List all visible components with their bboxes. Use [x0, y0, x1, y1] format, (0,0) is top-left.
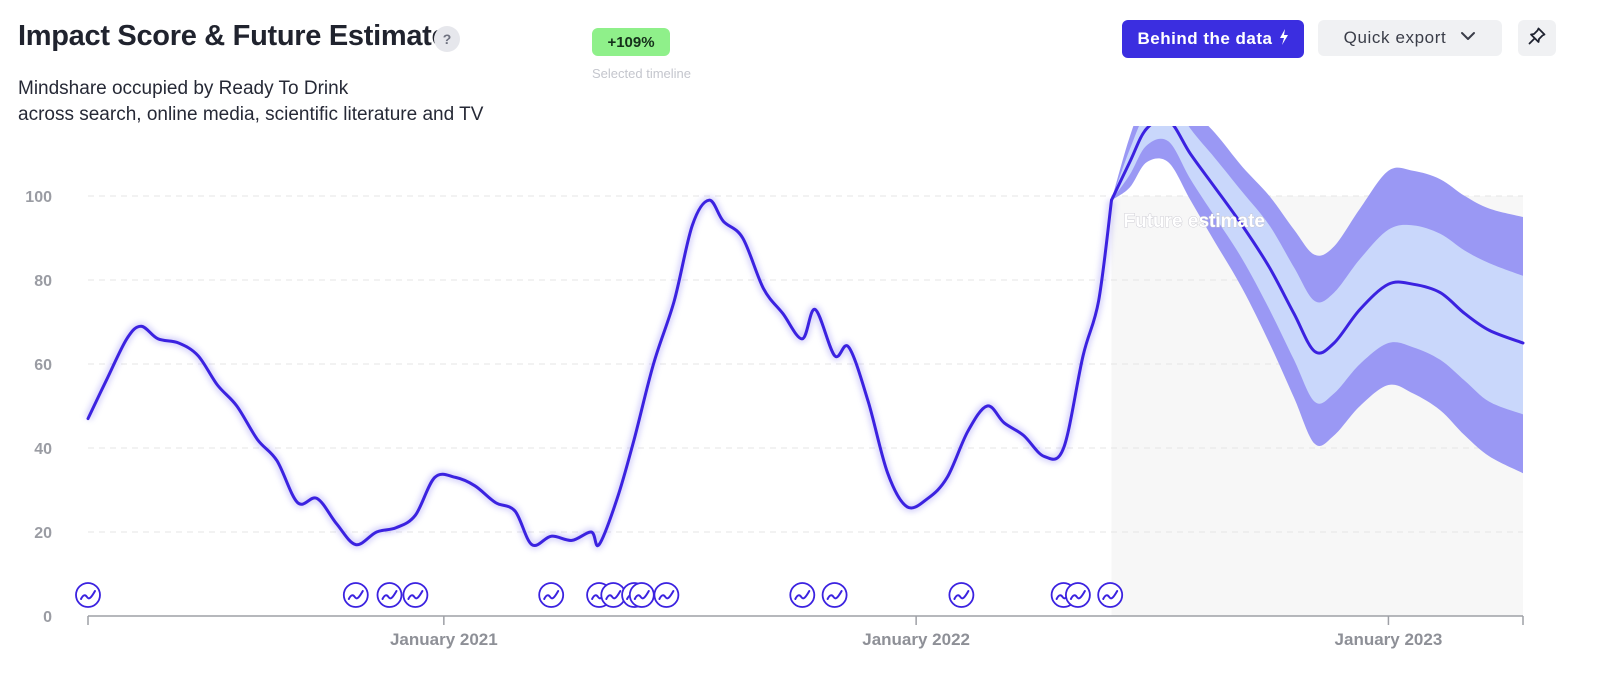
event-marker-trend: [80, 590, 96, 600]
change-caption: Selected timeline: [592, 66, 691, 81]
trend-up-icon: [402, 582, 429, 608]
y-tick-label: 100: [25, 189, 52, 206]
trend-up-icon: [376, 582, 403, 608]
trend-up-icon: [628, 582, 655, 608]
behind-the-data-button[interactable]: Behind the data: [1122, 20, 1304, 58]
event-marker-trend: [633, 590, 650, 600]
y-tick-label: 80: [34, 273, 52, 290]
x-tick-label: January 2022: [862, 630, 970, 649]
chart-subtitle: Mindshare occupied by Ready To Drink acr…: [18, 76, 483, 128]
chart-area: 0 20 40 60 80 100 January 2021 January 2022 Janu…: [0, 126, 1600, 689]
y-tick-label: 0: [43, 609, 52, 626]
trend-up-icon: [653, 582, 680, 608]
trend-up-icon: [789, 582, 816, 608]
pin-button[interactable]: [1518, 20, 1556, 56]
event-marker-circle: [628, 582, 655, 608]
trend-up-icon: [948, 582, 975, 608]
event-marker-circle: [342, 582, 369, 608]
event-marker-circle: [653, 582, 680, 608]
lightning-icon: [1279, 29, 1289, 49]
x-tick-label: January 2021: [390, 630, 498, 649]
trend-up-icon: [1065, 582, 1091, 608]
event-marker-trend: [1102, 590, 1119, 600]
change-badge: +109%: [592, 28, 670, 56]
event-marker-trend: [658, 590, 675, 600]
event-marker-trend: [605, 590, 622, 600]
event-marker-circle: [789, 582, 816, 608]
series-line-forecast: [1110, 126, 1525, 355]
trend-up-icon: [1097, 582, 1124, 608]
event-marker-circle: [376, 582, 403, 608]
y-tick-label: 40: [34, 441, 52, 458]
event-marker-trend: [347, 590, 364, 600]
behind-the-data-label: Behind the data: [1137, 29, 1273, 48]
event-marker-trend: [953, 590, 970, 600]
event-marker-circle: [821, 582, 848, 608]
event-marker-circle: [1065, 582, 1091, 608]
event-marker-trend: [826, 590, 843, 600]
chevron-down-icon: [1460, 28, 1476, 49]
event-marker-circle: [948, 582, 975, 608]
subtitle-line-1: Mindshare occupied by Ready To Drink: [18, 78, 349, 99]
event-marker-trend: [794, 590, 811, 600]
trend-up-icon: [342, 582, 369, 608]
trend-up-icon: [821, 582, 848, 608]
x-tick-label: January 2023: [1335, 630, 1443, 649]
pin-icon: [1527, 26, 1547, 51]
page-title: Impact Score & Future Estimate: [18, 20, 448, 52]
series-line-glow: [84, 196, 1116, 550]
forecast-label: Future estimate: [1124, 211, 1265, 232]
event-marker-circle: [1097, 582, 1124, 608]
event-marker-circle: [538, 582, 565, 608]
subtitle-line-2: across search, online media, scientific …: [18, 104, 484, 125]
event-marker-trend: [543, 590, 560, 600]
event-marker-circle: [75, 582, 101, 608]
event-marker-trend: [381, 590, 398, 600]
y-tick-label: 60: [34, 357, 52, 374]
impact-score-chart: 0 20 40 60 80 100 January 2021 January 2022 Janu…: [25, 126, 1525, 649]
event-marker-trend: [1069, 590, 1086, 600]
trend-up-icon: [75, 582, 101, 608]
trend-up-icon: [538, 582, 565, 608]
forecast-band-inner: [1111, 126, 1523, 415]
quick-export-button[interactable]: Quick export: [1318, 20, 1502, 56]
event-marker-trend: [407, 590, 424, 600]
series-line-historical: [86, 198, 1113, 548]
chart-header: Impact Score & Future Estimate ? Mindsha…: [0, 0, 1600, 130]
help-icon[interactable]: ?: [434, 26, 460, 52]
quick-export-label: Quick export: [1343, 28, 1447, 47]
y-tick-label: 20: [34, 525, 52, 542]
event-marker-circle: [402, 582, 429, 608]
